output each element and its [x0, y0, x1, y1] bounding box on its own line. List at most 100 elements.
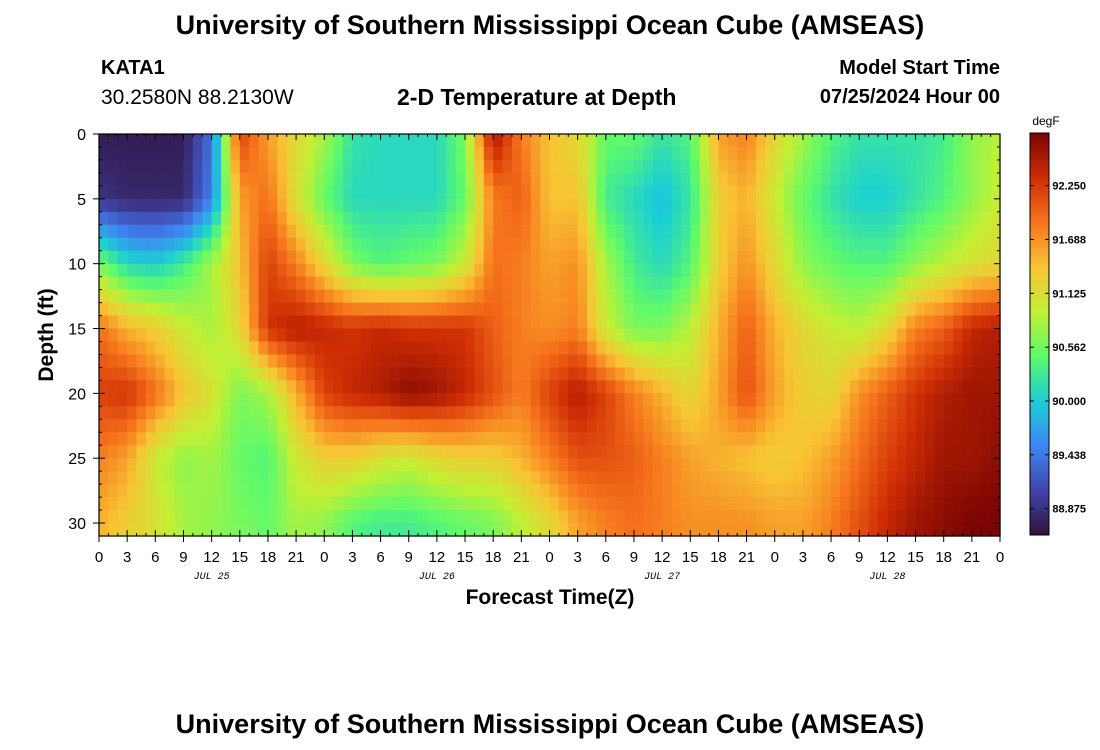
- heatmap-cell: [155, 523, 166, 537]
- heatmap-cell: [502, 302, 513, 317]
- heatmap-cell: [587, 289, 598, 304]
- heatmap-cell: [718, 471, 729, 485]
- heatmap-cell: [624, 367, 635, 381]
- heatmap-cell: [793, 497, 804, 511]
- heatmap-cell: [990, 341, 1001, 356]
- heatmap-cell: [624, 328, 635, 343]
- heatmap-cell: [812, 523, 823, 537]
- heatmap-cell: [211, 198, 222, 213]
- heatmap-cell: [361, 146, 372, 161]
- heatmap-cell: [587, 406, 598, 420]
- heatmap-cell: [633, 172, 644, 187]
- heatmap-cell: [924, 224, 935, 239]
- heatmap-cell: [436, 224, 447, 239]
- heatmap-cell: [183, 510, 194, 524]
- heatmap-cell: [549, 419, 560, 433]
- heatmap-cell: [155, 393, 166, 407]
- heatmap-cell: [277, 276, 288, 291]
- heatmap-cell: [202, 367, 213, 381]
- heatmap-cell: [127, 328, 138, 343]
- heatmap-cell: [915, 134, 926, 148]
- heatmap-cell: [971, 458, 982, 472]
- heatmap-cell: [267, 484, 278, 498]
- heatmap-cell: [192, 134, 203, 148]
- heatmap-cell: [465, 341, 476, 356]
- heatmap-cell: [258, 445, 269, 459]
- heatmap-cell: [662, 198, 673, 213]
- heatmap-cell: [859, 134, 870, 148]
- heatmap-cell: [530, 341, 541, 356]
- date-label: JUL 26: [419, 572, 455, 583]
- heatmap-cell: [540, 432, 551, 446]
- heatmap-cell: [812, 497, 823, 511]
- heatmap-cell: [446, 432, 457, 446]
- heatmap-cell: [727, 367, 738, 381]
- heatmap-cell: [314, 484, 325, 498]
- heatmap-cell: [558, 224, 569, 239]
- heatmap-cell: [418, 289, 429, 304]
- heatmap-cell: [174, 276, 185, 291]
- heatmap-cell: [596, 198, 607, 213]
- heatmap-cell: [380, 302, 391, 317]
- heatmap-cell: [690, 159, 701, 174]
- heatmap-cell: [577, 419, 588, 433]
- heatmap-cell: [530, 315, 541, 330]
- heatmap-cell: [389, 432, 400, 446]
- heatmap-cell: [784, 302, 795, 317]
- heatmap-cell: [249, 224, 260, 239]
- heatmap-cell: [877, 237, 888, 252]
- heatmap-cell: [127, 185, 138, 200]
- heatmap-cell: [258, 263, 269, 278]
- heatmap-cell: [164, 315, 175, 330]
- heatmap-cell: [765, 393, 776, 407]
- heatmap-cell: [333, 159, 344, 174]
- heatmap-cell: [746, 211, 757, 226]
- heatmap-cell: [145, 471, 156, 485]
- heatmap-cell: [662, 523, 673, 537]
- heatmap-cell: [108, 276, 119, 291]
- heatmap-cell: [389, 367, 400, 381]
- heatmap-cell: [455, 172, 466, 187]
- heatmap-cell: [755, 237, 766, 252]
- heatmap-cell: [624, 510, 635, 524]
- x-tick-label: 3: [799, 549, 807, 566]
- heatmap-cell: [718, 419, 729, 433]
- heatmap-cell: [277, 159, 288, 174]
- heatmap-cell: [859, 432, 870, 446]
- heatmap-cell: [643, 471, 654, 485]
- heatmap-cell: [474, 432, 485, 446]
- heatmap-cell: [192, 393, 203, 407]
- heatmap-cell: [174, 302, 185, 317]
- heatmap-cell: [662, 510, 673, 524]
- heatmap-cell: [221, 250, 231, 265]
- heatmap-cell: [587, 237, 598, 252]
- heatmap-cell: [155, 419, 166, 433]
- heatmap-cell: [615, 276, 626, 291]
- heatmap-cell: [990, 393, 1001, 407]
- heatmap-cell: [840, 380, 851, 394]
- heatmap-cell: [183, 237, 194, 252]
- heatmap-cell: [493, 419, 504, 433]
- heatmap-cell: [183, 263, 194, 278]
- heatmap-cell: [821, 484, 832, 498]
- heatmap-cell: [793, 211, 804, 226]
- heatmap-cell: [849, 471, 860, 485]
- heatmap-cell: [127, 510, 138, 524]
- heatmap-cell: [540, 523, 551, 537]
- heatmap-cell: [953, 510, 964, 524]
- heatmap-cell: [108, 419, 119, 433]
- heatmap-cell: [906, 497, 917, 511]
- heatmap-cell: [277, 237, 288, 252]
- heatmap-cell: [258, 224, 269, 239]
- heatmap-cell: [990, 471, 1001, 485]
- heatmap-cell: [718, 146, 729, 161]
- heatmap-cell: [296, 510, 307, 524]
- heatmap-cell: [286, 419, 297, 433]
- heatmap-cell: [399, 250, 410, 265]
- heatmap-cell: [821, 224, 832, 239]
- heatmap-cell: [286, 185, 297, 200]
- heatmap-cell: [699, 302, 710, 317]
- heatmap-cell: [859, 341, 870, 356]
- heatmap-cell: [267, 328, 278, 343]
- heatmap-cell: [755, 341, 766, 356]
